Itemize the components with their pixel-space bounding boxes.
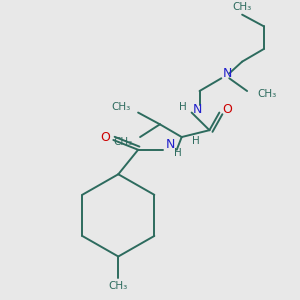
Text: O: O (222, 103, 232, 116)
Text: N: N (193, 103, 202, 116)
Text: CH₃: CH₃ (257, 89, 276, 99)
Text: H: H (192, 136, 200, 146)
Text: N: N (222, 67, 232, 80)
Text: CH₃: CH₃ (232, 2, 252, 12)
Text: CH₃: CH₃ (113, 137, 132, 147)
Text: CH₃: CH₃ (111, 102, 130, 112)
Text: H: H (179, 102, 187, 112)
Text: O: O (100, 130, 110, 143)
Text: CH₃: CH₃ (109, 281, 128, 291)
Text: H: H (174, 148, 182, 158)
Text: N: N (166, 138, 175, 152)
